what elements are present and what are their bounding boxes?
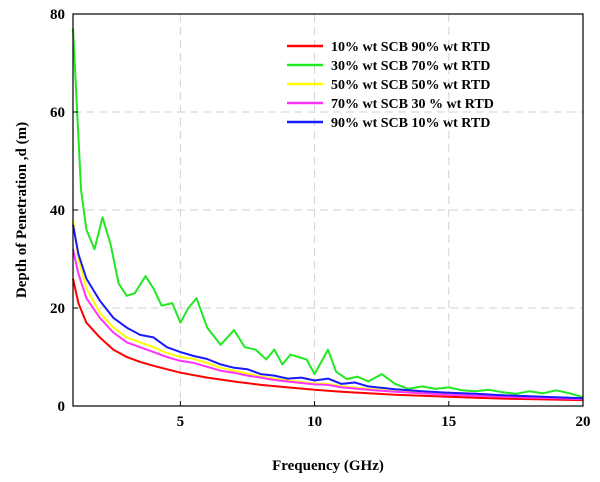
y-tick-label: 80 xyxy=(50,7,65,23)
series-line-4 xyxy=(72,248,584,401)
x-axis-label: Frequency (GHz) xyxy=(272,458,384,474)
legend: 10% wt SCB 90% wt RTD 30% wt SCB 70% wt R… xyxy=(287,40,494,131)
legend-label-5: 90% wt SCB 10% wt RTD xyxy=(331,116,490,131)
y-tick-label: 0 xyxy=(58,399,66,415)
series-line-2 xyxy=(72,28,584,399)
series-line-1 xyxy=(72,278,584,402)
y-tick-label: 20 xyxy=(50,301,65,317)
x-tick-label: 20 xyxy=(576,414,591,430)
y-axis-label: Depth of Penetration ,d (m) xyxy=(14,122,30,298)
series-layer xyxy=(72,28,584,402)
x-tick-label: 10 xyxy=(307,414,322,430)
legend-label-3: 50% wt SCB 50% wt RTD xyxy=(331,78,490,93)
legend-label-1: 10% wt SCB 90% wt RTD xyxy=(331,40,490,55)
legend-label-4: 70% wt SCB 30 % wt RTD xyxy=(331,97,494,112)
series-line-5 xyxy=(72,224,584,400)
y-tick-label: 60 xyxy=(50,105,65,121)
x-tick-label: 5 xyxy=(177,414,185,430)
x-tick-label: 15 xyxy=(441,414,456,430)
axis-ticks: 0 20 40 60 80 5 10 15 20 xyxy=(50,7,591,430)
legend-label-2: 30% wt SCB 70% wt RTD xyxy=(331,59,490,74)
y-tick-label: 40 xyxy=(50,203,65,219)
grid xyxy=(73,14,583,406)
series-line-3 xyxy=(72,219,584,400)
